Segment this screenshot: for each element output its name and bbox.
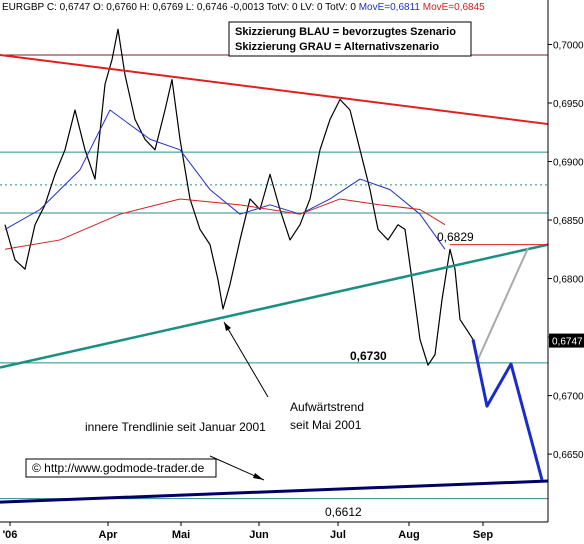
trend-line [471, 339, 544, 481]
level-label: 0,6612 [325, 505, 362, 519]
last-price-label: 0,6747 [552, 337, 583, 348]
arrow-head [253, 473, 264, 480]
x-tick-label: Sep [473, 529, 493, 541]
copyright: © http://www.godmode-trader.de [32, 461, 205, 475]
level-label: 0,6730 [350, 349, 387, 363]
header-ma-blue: MovE=0,6811 [359, 2, 421, 13]
moving-average [4, 109, 446, 250]
x-tick-label: Jul [330, 529, 346, 541]
trend-line [0, 54, 549, 126]
trend-line [0, 479, 549, 504]
price-line [4, 28, 474, 366]
arrow [223, 321, 269, 398]
x-tick-label: Jun [249, 529, 269, 541]
y-tick-label: 0,6800 [553, 275, 584, 286]
copyright-box [25, 458, 217, 478]
last-price-box [549, 333, 584, 348]
y-tick-label: 0,6900 [553, 158, 584, 169]
y-tick-label: 0,7000 [553, 40, 584, 51]
x-tick-label: '06 [3, 529, 18, 541]
x-tick-label: Aug [398, 529, 419, 541]
arrow-head [224, 322, 231, 331]
header-quote: EURGBP C: 0,6747 O: 0,6760 H: 0,6769 L: … [2, 2, 356, 13]
trend-line [0, 243, 549, 369]
annotation: seit Mai 2001 [290, 418, 362, 432]
legend-line: Skizzierung BLAU = bevorzugtes Szenario [235, 26, 456, 38]
y-tick-label: 0,6700 [553, 392, 584, 403]
annotation: innere Trendlinie seit Januar 2001 [85, 420, 266, 434]
trend-line [477, 247, 529, 360]
x-tick-label: Apr [99, 529, 119, 541]
y-tick-label: 0,6650 [553, 450, 584, 461]
y-tick-label: 0,6850 [553, 216, 584, 227]
level-label: 0,6829 [437, 230, 474, 244]
moving-average [4, 198, 446, 250]
header: EURGBP C: 0,6747 O: 0,6760 H: 0,6769 L: … [2, 2, 485, 13]
header-ma-red: MovE=0,6845 [423, 2, 485, 13]
x-tick-label: Mai [172, 529, 190, 541]
legend-box [228, 21, 472, 57]
y-tick-label: 0,6950 [553, 99, 584, 110]
legend-line: Skizzierung GRAU = Alternativszenario [235, 41, 439, 53]
plot-area [0, 28, 549, 504]
annotation: Aufwärtstrend [290, 400, 364, 414]
